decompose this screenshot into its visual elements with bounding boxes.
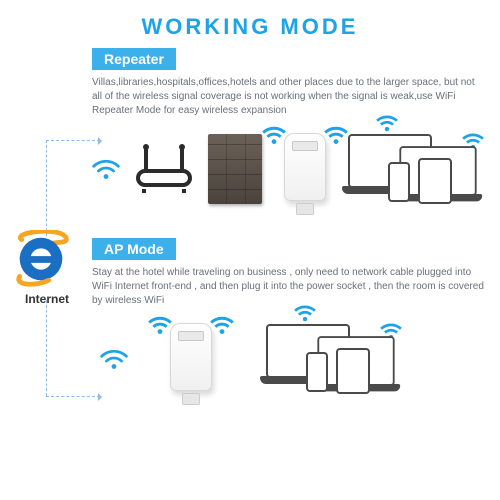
section-description-ap: Stay at the hotel while traveling on bus…: [92, 266, 486, 308]
page-title: WORKING MODE: [0, 0, 500, 50]
repeater-device-icon: [162, 317, 220, 401]
content-area: Repeater Villas,libraries,hospitals,offi…: [92, 48, 486, 408]
wall-icon: [208, 134, 262, 204]
repeater-device-icon: [276, 127, 334, 211]
section-ap: AP Mode Stay at the hotel while travelin…: [92, 238, 486, 402]
internet-explorer-icon: [10, 230, 72, 288]
section-repeater: Repeater Villas,libraries,hospitals,offi…: [92, 48, 486, 212]
internet-block: Internet: [10, 230, 84, 306]
router-icon: [134, 143, 194, 195]
section-header-ap: AP Mode: [92, 238, 176, 260]
ap-icon-row: [92, 316, 486, 402]
repeater-icon-row: [92, 126, 486, 212]
wifi-signal-icon: [100, 348, 128, 370]
client-devices-icon: [266, 316, 400, 402]
section-header-repeater: Repeater: [92, 48, 176, 70]
connector-vertical-2: [46, 300, 47, 396]
wifi-signal-icon: [92, 158, 120, 180]
internet-label: Internet: [10, 292, 84, 306]
section-description-repeater: Villas,libraries,hospitals,offices,hotel…: [92, 76, 486, 118]
connector-vertical: [46, 140, 47, 236]
client-devices-icon: [348, 126, 482, 212]
